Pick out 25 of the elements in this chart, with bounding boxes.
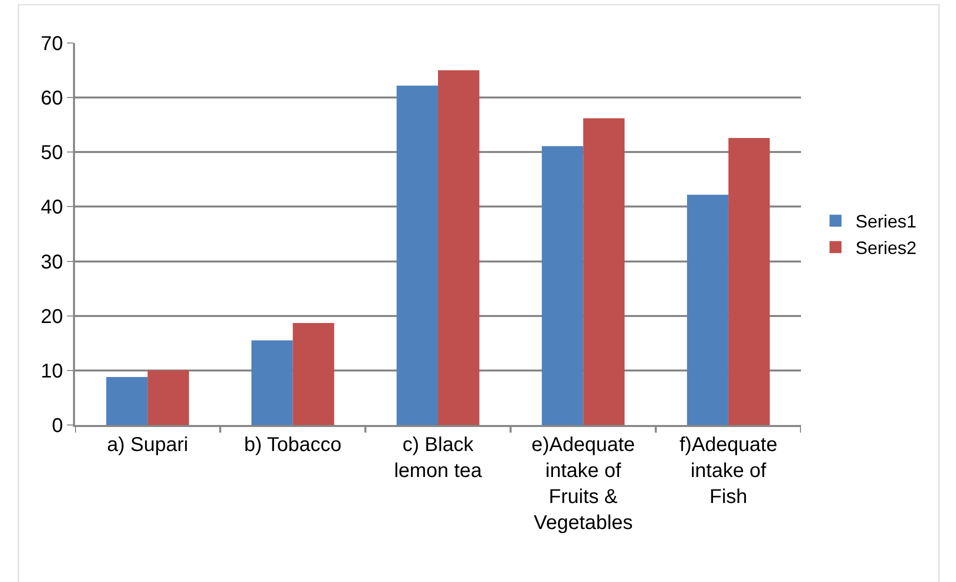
x-tick-label: c) Black lemon tea [394, 434, 483, 482]
y-tick-label: 50 [40, 142, 63, 164]
legend-label: Series2 [856, 238, 917, 258]
bar [106, 376, 148, 425]
x-tick-label: b) Tobacco [244, 434, 342, 456]
bar [583, 118, 625, 425]
bar [148, 370, 189, 425]
y-tick-label: 20 [40, 306, 63, 328]
bar [542, 146, 584, 425]
y-tick-label: 30 [40, 251, 63, 274]
x-tick-label: a) Supari [107, 434, 188, 456]
y-tick-label: 70 [40, 33, 63, 55]
bar [292, 322, 334, 425]
x-tick-label: f)Adequate intake of Fish [679, 434, 778, 508]
y-tick-label: 60 [40, 88, 63, 110]
bar [251, 340, 293, 425]
y-tick-label: 0 [52, 415, 63, 437]
bar [687, 194, 728, 425]
bar [438, 70, 480, 425]
bar [396, 86, 438, 425]
legend-label: Series1 [856, 212, 917, 232]
x-tick-label: e)Adequate intake of Fruits & Vegetables [531, 434, 635, 534]
y-tick-label: 10 [40, 360, 63, 382]
bar [728, 138, 770, 425]
y-tick-label: 40 [40, 196, 63, 219]
